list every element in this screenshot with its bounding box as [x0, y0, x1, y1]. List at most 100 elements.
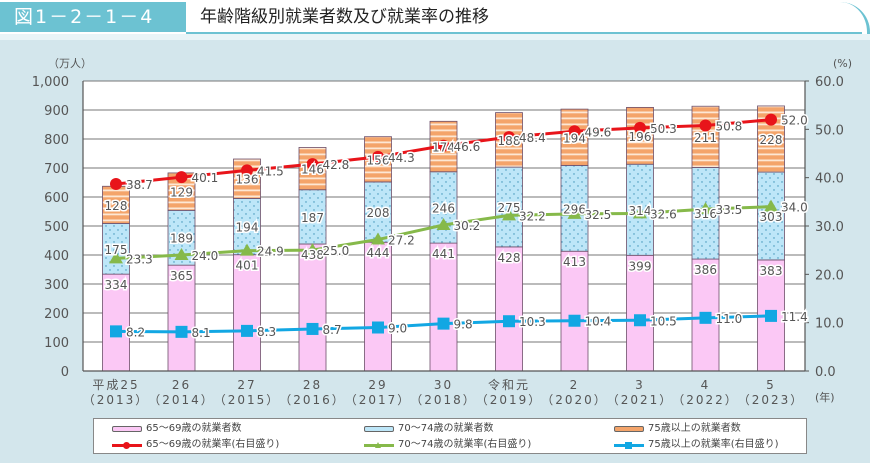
legend-swatch-pink — [112, 426, 142, 432]
bar-65-69 — [233, 254, 261, 372]
bar-value-label: 441 — [432, 247, 455, 261]
bar-70-74 — [364, 181, 392, 243]
line-value-label: 10.5 — [650, 314, 677, 328]
legend-swatch-blue — [364, 426, 394, 432]
left-axis-tick: 100 — [44, 336, 69, 351]
line-value-label: 32.2 — [519, 209, 546, 223]
bar-value-label: 401 — [236, 259, 259, 273]
x-axis-label-year: （2023） — [738, 393, 805, 407]
bar-value-label: 228 — [760, 133, 783, 147]
x-axis-label-year: （2017） — [345, 393, 412, 407]
line-value-label: 40.1 — [192, 171, 219, 185]
right-axis-tick: 60.0 — [815, 75, 844, 90]
header-strip — [0, 34, 870, 40]
line-value-label: 24.0 — [192, 249, 219, 263]
x-axis-label-year: （2016） — [279, 393, 346, 407]
bar-65-69 — [429, 242, 458, 372]
chart-title: 年齢階級別就業者数及び就業率の推移 — [200, 7, 489, 27]
marker-triangle — [764, 199, 778, 212]
line-value-label: 8.2 — [126, 325, 145, 339]
x-axis-label: 4 — [701, 378, 711, 392]
right-axis-tick: 30.0 — [815, 220, 844, 235]
bar-value-label: 444 — [367, 246, 390, 260]
x-axis-label: 30 — [434, 378, 453, 392]
bar-value-label: 146 — [301, 163, 324, 177]
line-value-label: 52.0 — [781, 114, 808, 128]
legend-item-75plus-rate: 75歳以上の就業率(右目盛り) — [614, 438, 779, 452]
line-value-label: 41.5 — [257, 164, 284, 178]
line-value-label: 34.0 — [781, 201, 808, 215]
line-value-label: 50.8 — [716, 119, 743, 133]
left-axis-tick: 0 — [61, 365, 69, 380]
legend-item-65-69-count: 65～69歳の就業者数 — [112, 422, 241, 436]
legend-item-70-74-count: 70～74歳の就業者数 — [364, 422, 493, 436]
x-axis-label: 29 — [368, 378, 387, 392]
x-axis-label-year: （2019） — [476, 393, 543, 407]
bar-value-label: 383 — [760, 264, 783, 278]
line-value-label: 44.3 — [388, 151, 415, 165]
x-axis-label-year: （2021） — [607, 393, 674, 407]
left-axis-tick: 800 — [44, 133, 69, 148]
marker-square — [568, 314, 581, 327]
left-axis-tick: 500 — [44, 220, 69, 235]
marker-triangle — [502, 208, 516, 221]
x-axis-label-year: （2022） — [672, 393, 739, 407]
left-axis-tick: 600 — [44, 191, 69, 206]
marker-triangle — [371, 232, 385, 245]
x-axis-label: 26 — [172, 378, 191, 392]
figure-header: 図1－2－1－4 年齢階級別就業者数及び就業率の推移 — [0, 0, 870, 34]
bar-value-label: 386 — [694, 263, 717, 277]
marker-square — [634, 314, 646, 327]
x-axis-label: 平成25 — [92, 378, 139, 392]
marker-circle — [241, 164, 253, 177]
bar-value-label: 156 — [367, 153, 390, 167]
x-axis-label: 5 — [766, 378, 776, 392]
line-value-label: 38.7 — [126, 178, 153, 192]
x-axis-label: 28 — [303, 378, 322, 392]
bar-value-label: 188 — [498, 134, 521, 148]
bar-value-label: 334 — [105, 278, 128, 292]
x-axis-label-year: （2018） — [410, 393, 477, 407]
bar-value-label: 296 — [563, 202, 586, 216]
left-axis-tick: 300 — [44, 278, 69, 293]
line-value-label: 48.4 — [519, 131, 546, 145]
bar-75plus — [691, 105, 720, 168]
bar-65-69 — [495, 246, 523, 372]
right-axis-tick: 0.0 — [815, 365, 836, 380]
bar-75plus — [102, 185, 130, 224]
bar-value-label: 246 — [432, 201, 455, 215]
left-axis-unit: （万人） — [48, 57, 92, 70]
data-labels: 3341751283651891294011941364381871464442… — [103, 112, 809, 341]
line-value-label: 9.8 — [454, 318, 473, 332]
marker-triangle — [633, 206, 647, 219]
bar-value-label: 196 — [629, 130, 652, 144]
line-value-label: 50.3 — [650, 122, 677, 136]
legend-label: 70～74歳の就業率(右目盛り) — [398, 439, 532, 450]
legend-line-green — [364, 441, 394, 448]
line-value-label: 8.1 — [192, 326, 211, 340]
line-value-label: 33.5 — [716, 203, 743, 217]
left-axis-tick: 1,000 — [32, 75, 69, 90]
line-value-label: 8.3 — [257, 325, 276, 339]
bar-value-label: 128 — [105, 199, 128, 213]
marker-circle — [634, 121, 646, 134]
bar-value-label: 316 — [694, 207, 717, 221]
marker-circle — [503, 131, 515, 144]
marker-square — [241, 324, 253, 337]
marker-triangle — [698, 202, 713, 215]
bar-value-label: 211 — [694, 131, 717, 145]
marker-circle — [110, 177, 122, 190]
right-axis-tick: 50.0 — [815, 123, 844, 138]
right-axis-tick: 40.0 — [815, 172, 844, 187]
x-axis-label: 27 — [237, 378, 256, 392]
stacked-bars — [102, 105, 785, 372]
line-value-label: 27.2 — [388, 234, 415, 248]
legend-item-70-74-rate: 70～74歳の就業率(右目盛り) — [364, 438, 531, 452]
line-value-label: 24.9 — [257, 245, 284, 259]
bar-value-label: 208 — [367, 206, 390, 220]
line-value-label: 49.6 — [585, 125, 612, 139]
bar-value-label: 187 — [301, 211, 324, 225]
bar-65-69 — [102, 273, 130, 372]
right-axis-tick: 10.0 — [815, 317, 844, 332]
marker-square — [306, 322, 319, 335]
